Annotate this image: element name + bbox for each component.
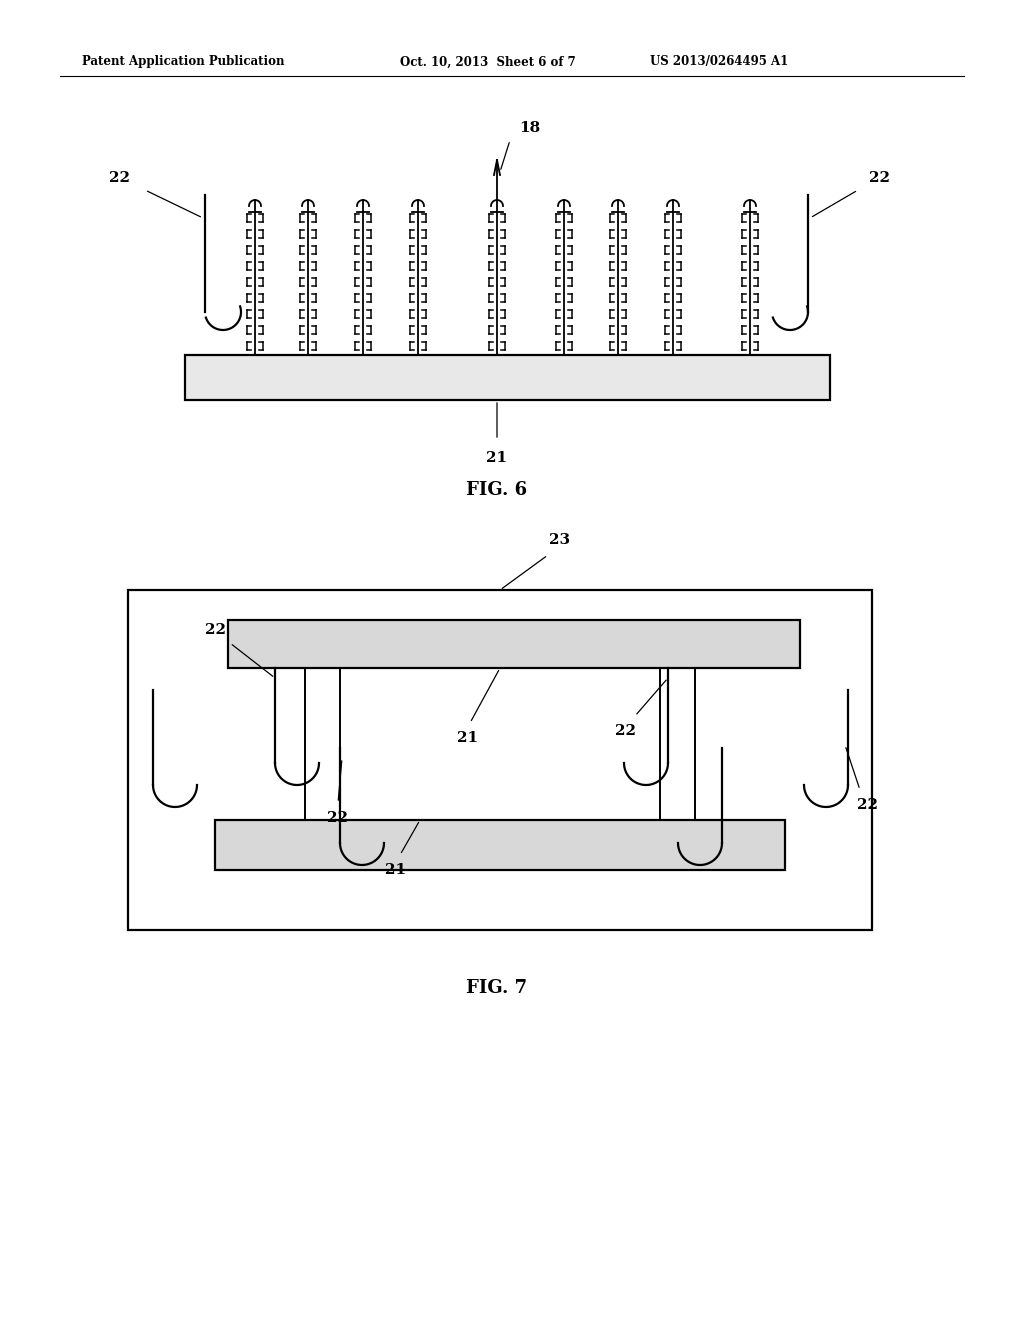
Text: Patent Application Publication: Patent Application Publication bbox=[82, 55, 285, 69]
Text: 22: 22 bbox=[869, 172, 891, 185]
Text: 22: 22 bbox=[614, 723, 636, 738]
Text: 22: 22 bbox=[857, 799, 879, 812]
Text: 23: 23 bbox=[550, 533, 570, 546]
Text: 21: 21 bbox=[385, 863, 407, 876]
Text: 18: 18 bbox=[519, 121, 541, 135]
Text: 21: 21 bbox=[486, 451, 508, 465]
Bar bbox=[185, 355, 830, 400]
Text: Oct. 10, 2013  Sheet 6 of 7: Oct. 10, 2013 Sheet 6 of 7 bbox=[400, 55, 575, 69]
Text: 22: 22 bbox=[328, 810, 348, 825]
Bar bbox=[215, 820, 785, 870]
Bar bbox=[228, 620, 800, 668]
Text: 22: 22 bbox=[205, 623, 225, 638]
Bar bbox=[128, 590, 872, 931]
Text: FIG. 7: FIG. 7 bbox=[467, 979, 527, 997]
Text: FIG. 6: FIG. 6 bbox=[467, 480, 527, 499]
Text: 22: 22 bbox=[110, 172, 130, 185]
Text: 21: 21 bbox=[458, 731, 478, 744]
Text: US 2013/0264495 A1: US 2013/0264495 A1 bbox=[650, 55, 788, 69]
